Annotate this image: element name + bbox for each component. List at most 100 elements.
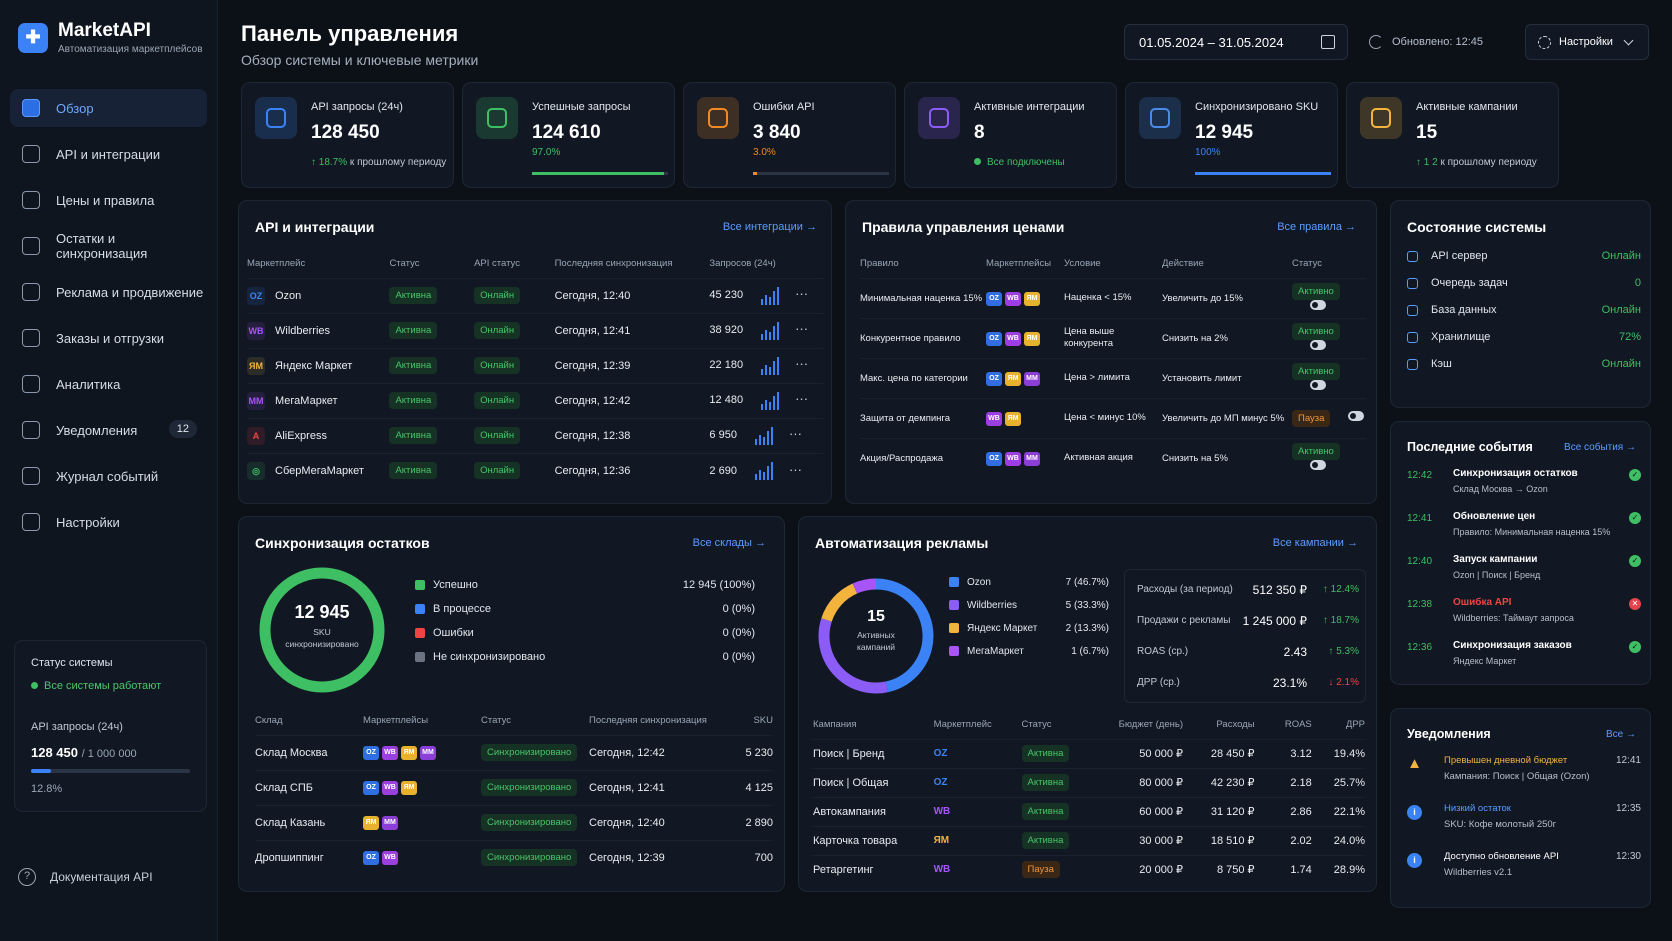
- sidebar-item[interactable]: Настройки: [10, 503, 207, 541]
- sidebar-item-label: Реклама и продвижение: [56, 284, 204, 300]
- status-ok-text: Все системы работают: [44, 680, 162, 692]
- campaign-row[interactable]: Поиск | Бренд OZ Активна 50 000 ₽28 450 ₽3.…: [813, 738, 1365, 768]
- all-campaigns-link[interactable]: Все кампании →: [1272, 537, 1358, 549]
- rule-condition: Активная акция: [1064, 437, 1162, 478]
- pricing-rule-row[interactable]: Защита от демпинга WB ЯМ Цена < минус 10% Ув…: [860, 397, 1366, 438]
- campaign-row[interactable]: Ретаргетинг WB Пауза 20 000 ₽8 750 ₽1.74 28.…: [813, 854, 1365, 884]
- all-rules-link[interactable]: Все правила →: [1277, 221, 1356, 233]
- campaign-row[interactable]: Поиск | Общая OZ Активна 80 000 ₽42 230 ₽2.…: [813, 767, 1365, 797]
- settings-label: Настройки: [1559, 36, 1613, 48]
- rule-condition: Наценка < 15%: [1064, 277, 1162, 318]
- rule-toggle[interactable]: [1310, 340, 1326, 350]
- api-status-cell: Онлайн: [474, 417, 555, 453]
- sidebar-item[interactable]: Обзор: [10, 89, 207, 127]
- last-updated[interactable]: Обновлено: 12:45: [1369, 35, 1483, 49]
- sidebar-item[interactable]: Уведомления 12: [10, 411, 207, 449]
- requests-value: 22 180: [709, 359, 744, 372]
- check-circle-icon: ✓: [1629, 555, 1641, 567]
- campaign-row[interactable]: Карточка товара ЯМ Активна 30 000 ₽18 510 ₽…: [813, 825, 1365, 855]
- legend-value: 0 (0%): [722, 651, 755, 663]
- metric-delta: ↑ 5.3%: [1328, 646, 1359, 657]
- rule-toggle[interactable]: [1348, 410, 1365, 421]
- kpi-card[interactable]: Успешные запросы 124 610 97.0%: [462, 82, 675, 188]
- status-dot-icon: [31, 682, 38, 689]
- docs-link[interactable]: ? Документация API: [18, 868, 153, 886]
- event-item[interactable]: 12:41 Обновление цен Правило: Минимальная …: [1407, 511, 1641, 547]
- kpi-card[interactable]: Ошибки API 3 840 3.0%: [683, 82, 896, 188]
- event-item[interactable]: 12:40 Запуск кампании Ozon | Поиск | Бренд…: [1407, 554, 1641, 590]
- stock-donut-center: 12 945 SKU синхронизировано: [257, 602, 387, 650]
- integration-row[interactable]: ЯМ Яндекс Маркет Активна Онлайн Сегодня, 12:…: [247, 347, 823, 383]
- campaign-row[interactable]: Автокампания WB Активна 60 000 ₽31 120 ₽2.8…: [813, 796, 1365, 826]
- event-item[interactable]: 12:36 Синхронизация заказов Яндекс Маркет ✓: [1407, 640, 1641, 676]
- column-header: Действие: [1162, 258, 1204, 270]
- requests-cell: 45 230 ···: [709, 277, 823, 313]
- sidebar-item[interactable]: Остатки и синхронизация: [10, 227, 207, 265]
- pricing-rule-row[interactable]: Конкурентное правило OZ WB ЯМ Цена выше конк…: [860, 317, 1366, 358]
- rule-status-badge: Пауза: [1292, 409, 1331, 427]
- notification-item[interactable]: i Доступно обновление API Wildberries v2.1…: [1407, 851, 1641, 887]
- ads-donut-label: Активных кампаний: [857, 630, 895, 652]
- kpi-card[interactable]: Активные интеграции 8 Все подключены: [904, 82, 1117, 188]
- kpi-card[interactable]: Активные кампании 15 ↑ 1 2 к прошлому пери…: [1346, 82, 1559, 188]
- all-integrations-link[interactable]: Все интеграции →: [722, 221, 817, 233]
- more-icon[interactable]: ···: [795, 286, 809, 302]
- sidebar-item[interactable]: API и интеграции: [10, 135, 207, 173]
- kpi-value: 12 945: [1195, 122, 1254, 143]
- sidebar-item[interactable]: Аналитика: [10, 365, 207, 403]
- system-component-icon: [1407, 331, 1418, 343]
- rule-toggle[interactable]: [1310, 300, 1326, 310]
- all-warehouses-link[interactable]: Все склады →: [692, 537, 766, 549]
- gear-icon: [22, 513, 40, 531]
- integration-row[interactable]: OZ Ozon Активна Онлайн Сегодня, 12:40 45 230 ·…: [247, 277, 823, 313]
- more-icon[interactable]: ···: [788, 461, 802, 477]
- sparkline-bar: [761, 403, 764, 410]
- kpi-delta: ↑ 1 2 к прошлому периоду: [1416, 157, 1537, 168]
- gear-icon: [1538, 35, 1551, 49]
- sidebar-item[interactable]: Заказы и отгрузки: [10, 319, 207, 357]
- integration-row[interactable]: MM МегаМаркет Активна Онлайн Сегодня, 12:42 1…: [247, 382, 823, 418]
- last-sync-cell: Сегодня, 12:40: [554, 277, 710, 313]
- pricing-rule-row[interactable]: Минимальная наценка 15% OZ WB ЯМ Наценка < 1…: [860, 277, 1366, 318]
- more-icon[interactable]: ···: [795, 391, 809, 407]
- sidebar-item[interactable]: Реклама и продвижение: [10, 273, 207, 311]
- warehouse-marketplaces: ЯМ MM: [363, 804, 481, 840]
- kpi-card[interactable]: Синхронизировано SKU 12 945 100%: [1125, 82, 1338, 188]
- notification-item[interactable]: i Низкий остаток SKU: Кофе молотый 250г 12:…: [1407, 803, 1641, 839]
- sparkline-icon: [761, 356, 780, 375]
- marketplace-badge: ЯМ: [363, 816, 379, 830]
- pricing-rule-row[interactable]: Акция/Распродажа OZ WB MM Активная акция Сниз…: [860, 437, 1366, 478]
- warehouse-row[interactable]: Склад Москва OZ WB ЯМ MM Синхронизировано Сего…: [255, 734, 773, 770]
- sparkline-bar: [765, 329, 768, 340]
- warehouse-row[interactable]: Склад СПБ OZ WB ЯМ Синхронизировано Сегодня, …: [255, 769, 773, 805]
- integration-row[interactable]: A AliExpress Активна Онлайн Сегодня, 12:38 6 …: [247, 417, 823, 453]
- legend-label: В процессе: [433, 603, 491, 615]
- date-range-picker[interactable]: 01.05.2024 – 31.05.2024: [1124, 24, 1348, 60]
- column-header: API статус: [474, 258, 520, 270]
- more-icon[interactable]: ···: [795, 321, 809, 337]
- event-item[interactable]: 12:42 Синхронизация остатков Склад Москва …: [1407, 468, 1641, 504]
- more-icon[interactable]: ···: [795, 356, 809, 372]
- marketplace-badge: OZ: [986, 371, 1002, 386]
- all-notifications-link[interactable]: Все →: [1605, 729, 1636, 740]
- brand[interactable]: ✚ MarketAPI Автоматизация маркетплейсов: [18, 20, 203, 55]
- warehouse-row[interactable]: Дропшиппинг OZ WB Синхронизировано Сегодня, …: [255, 839, 773, 875]
- sidebar-item[interactable]: Журнал событий: [10, 457, 207, 495]
- warehouse-row[interactable]: Склад Казань ЯМ MM Синхронизировано Сегодня,…: [255, 804, 773, 840]
- all-events-link[interactable]: Все события →: [1564, 442, 1636, 453]
- event-time: 12:41: [1407, 513, 1433, 524]
- event-item[interactable]: 12:38 Ошибка API Wildberries: Таймаут запр…: [1407, 597, 1641, 633]
- pricing-rule-row[interactable]: Макс. цена по категории OZ ЯМ MM Цена > лими…: [860, 357, 1366, 398]
- kpi-card[interactable]: API запросы (24ч) 128 450 ↑ 18.7% к прошло…: [241, 82, 454, 188]
- rule-toggle[interactable]: [1310, 380, 1326, 390]
- settings-dropdown[interactable]: Настройки: [1525, 24, 1649, 60]
- more-icon[interactable]: ···: [788, 426, 802, 442]
- notification-item[interactable]: ▲ Превышен дневной бюджет Кампания: Поиск …: [1407, 755, 1641, 791]
- legend-value: 12 945 (100%): [682, 579, 755, 591]
- rule-toggle[interactable]: [1310, 460, 1326, 471]
- info-icon: i: [1407, 805, 1422, 820]
- system-component-value: 72%: [1618, 331, 1641, 343]
- integration-row[interactable]: ◎ СберМегаМаркет Активна Онлайн Сегодня, 12:…: [247, 452, 823, 488]
- sidebar-item[interactable]: Цены и правила: [10, 181, 207, 219]
- integration-row[interactable]: WB Wildberries Активна Онлайн Сегодня, 12:41…: [247, 312, 823, 348]
